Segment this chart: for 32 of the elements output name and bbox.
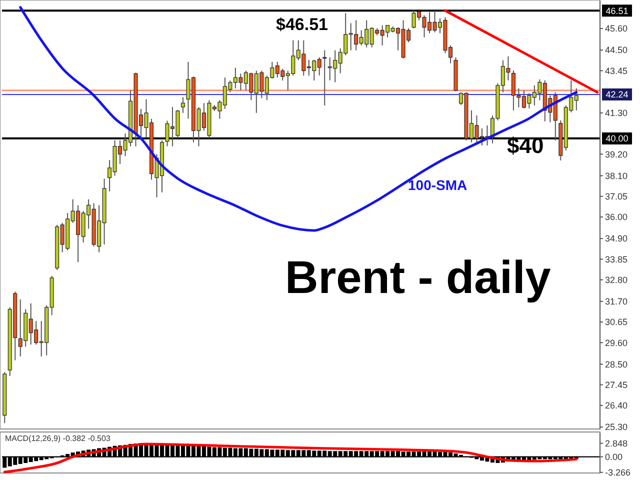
ref-line-label: 40.00: [606, 134, 628, 144]
y-tick-label: 32.80: [605, 274, 628, 285]
y-tick-label: 31.70: [605, 296, 628, 307]
candlestick: [322, 50, 327, 106]
line-series: [19, 6, 578, 232]
ref-line-label: 42.24: [606, 90, 628, 100]
y-tick-label: 37.05: [605, 192, 628, 202]
y-tick-label: 27.45: [605, 380, 628, 390]
y-tick-label: 38.10: [605, 170, 628, 181]
y-tick-label: -3.266: [605, 468, 631, 478]
y-tick-label: 39.20: [605, 149, 628, 160]
y-tick-label: 45.60: [605, 24, 628, 34]
y-tick-label: 0.00: [605, 452, 623, 462]
annotation: $46.51: [276, 15, 328, 34]
y-tick-label: 33.85: [605, 254, 628, 264]
series-label: 100-SMA: [408, 177, 468, 193]
y-tick-label: 43.45: [605, 66, 628, 76]
y-tick-label: 34.90: [605, 234, 628, 244]
text: Brent - daily: [285, 251, 552, 303]
y-tick-label: 25.30: [605, 422, 628, 432]
y-tick-label: 26.40: [605, 400, 628, 411]
y-tick-label: 28.50: [605, 359, 628, 370]
y-tick-label: 29.60: [605, 338, 628, 348]
chart-title: MACD(12,26,9) -0.382 -0.503: [5, 434, 111, 443]
y-tick-label: 44.50: [605, 45, 628, 56]
y-tick-label: 2.848: [605, 438, 628, 448]
y-tick-label: 30.65: [605, 317, 628, 328]
y-tick-label: 36.00: [605, 212, 628, 222]
ref-line-label: 46.51: [606, 6, 628, 16]
candlestick: [180, 96, 185, 114]
y-tick-label: 41.30: [605, 108, 628, 118]
line-series: [3, 442, 578, 474]
